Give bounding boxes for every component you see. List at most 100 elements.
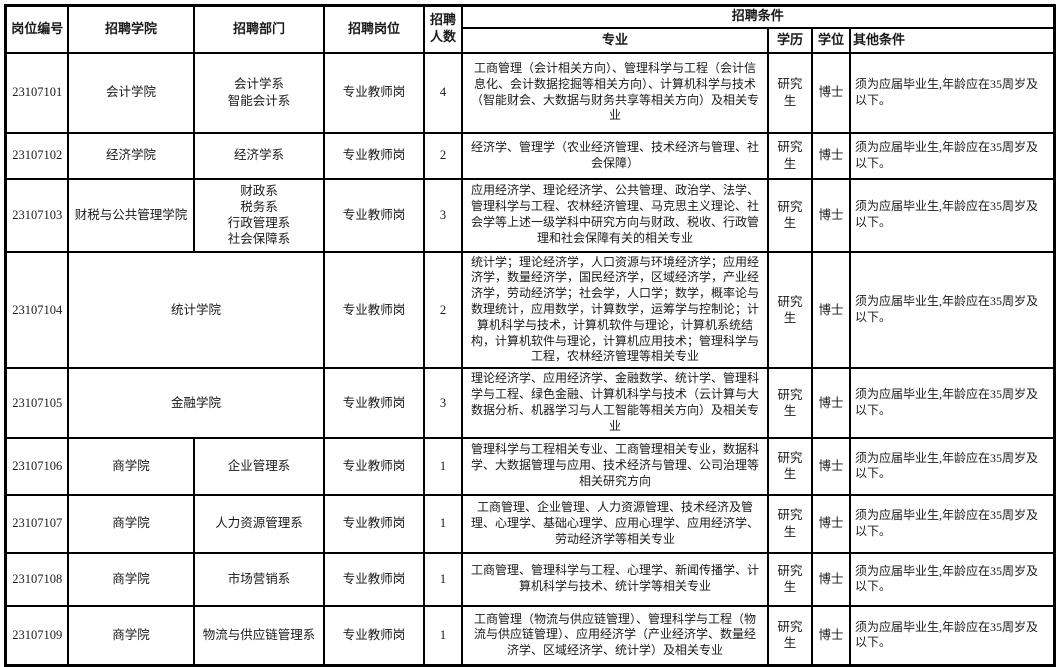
cell-other-conditions: 须为应届毕业生,年龄应在35周岁及以下。 bbox=[848, 551, 1056, 607]
cell-college-merged: 金融学院 bbox=[66, 367, 325, 439]
cell-major: 管理科学与工程相关专业、工商管理相关专业，数据科学、大数据管理与应用、技术经济与… bbox=[460, 436, 769, 496]
cell-post: 专业教师岗 bbox=[322, 131, 425, 180]
cell-degree: 博士 bbox=[810, 493, 851, 554]
cell-post: 专业教师岗 bbox=[322, 493, 425, 554]
cell-post: 专业教师岗 bbox=[322, 367, 425, 439]
cell-college: 商学院 bbox=[66, 551, 195, 607]
cell-degree: 博士 bbox=[810, 51, 851, 134]
cell-post: 专业教师岗 bbox=[322, 51, 425, 134]
cell-education: 研究生 bbox=[766, 436, 813, 496]
header-college: 招聘学院 bbox=[66, 4, 195, 54]
cell-major: 工商管理、管理科学与工程、心理学、新闻传播学、计算机科学与技术、统计学等相关专业 bbox=[460, 551, 769, 607]
header-degree: 学位 bbox=[810, 26, 851, 54]
cell-count: 4 bbox=[422, 51, 463, 134]
table-header: 岗位编号 招聘学院 招聘部门 招聘岗位 招聘 人数 招聘条件 专业 学历 学位 … bbox=[4, 4, 1056, 54]
cell-other-conditions: 须为应届毕业生,年龄应在35周岁及以下。 bbox=[848, 493, 1056, 554]
recruitment-table: 岗位编号 招聘学院 招聘部门 招聘岗位 招聘 人数 招聘条件 专业 学历 学位 … bbox=[4, 4, 1056, 667]
table-row: 23107103 财税与公共管理学院 财政系 税务系 行政管理系 社会保障系 专业教师… bbox=[4, 177, 1056, 253]
header-conditions: 招聘条件 bbox=[460, 4, 1056, 29]
cell-college: 商学院 bbox=[66, 436, 195, 496]
cell-education: 研究生 bbox=[766, 131, 813, 180]
table-row: 23107107 商学院 人力资源管理系 专业教师岗 1 工商管理、企业管理、人力资源管理… bbox=[4, 493, 1056, 554]
cell-department: 物流与供应链管理系 bbox=[192, 604, 325, 667]
cell-position-id: 23107103 bbox=[4, 177, 69, 253]
cell-department: 市场营销系 bbox=[192, 551, 325, 607]
cell-count: 2 bbox=[422, 131, 463, 180]
table-row: 23107109 商学院 物流与供应链管理系 专业教师岗 1 工商管理（物流与供应链管理）… bbox=[4, 604, 1056, 667]
table-row: 23107102 经济学院 经济学系 专业教师岗 2 经济学、管理学（农业经济管理、技术经… bbox=[4, 131, 1056, 180]
cell-college: 财税与公共管理学院 bbox=[66, 177, 195, 253]
cell-department: 企业管理系 bbox=[192, 436, 325, 496]
cell-department: 人力资源管理系 bbox=[192, 493, 325, 554]
cell-count: 1 bbox=[422, 436, 463, 496]
cell-post: 专业教师岗 bbox=[322, 177, 425, 253]
header-position-id: 岗位编号 bbox=[4, 4, 69, 54]
cell-position-id: 23107106 bbox=[4, 436, 69, 496]
cell-college: 会计学院 bbox=[66, 51, 195, 134]
cell-other-conditions: 须为应届毕业生,年龄应在35周岁及以下。 bbox=[848, 367, 1056, 439]
cell-education: 研究生 bbox=[766, 51, 813, 134]
header-education: 学历 bbox=[766, 26, 813, 54]
header-count: 招聘 人数 bbox=[422, 4, 463, 54]
cell-count: 1 bbox=[422, 604, 463, 667]
cell-education: 研究生 bbox=[766, 493, 813, 554]
cell-department: 会计学系 智能会计系 bbox=[192, 51, 325, 134]
header-major: 专业 bbox=[460, 26, 769, 54]
cell-other-conditions: 须为应届毕业生,年龄应在35周岁及以下。 bbox=[848, 604, 1056, 667]
cell-degree: 博士 bbox=[810, 177, 851, 253]
table-row: 23107105 金融学院 专业教师岗 3 理论经济学、应用经济学、金融数学、统计学、管… bbox=[4, 367, 1056, 439]
cell-education: 研究生 bbox=[766, 250, 813, 370]
cell-count: 1 bbox=[422, 551, 463, 607]
cell-post: 专业教师岗 bbox=[322, 604, 425, 667]
table-row: 23107104 统计学院 专业教师岗 2 统计学；理论经济学，人口资源与环境经济学；应… bbox=[4, 250, 1056, 370]
cell-other-conditions: 须为应届毕业生,年龄应在35周岁及以下。 bbox=[848, 436, 1056, 496]
table-row: 23107108 商学院 市场营销系 专业教师岗 1 工商管理、管理科学与工程、心理学、新… bbox=[4, 551, 1056, 607]
table-body: 23107101 会计学院 会计学系 智能会计系 专业教师岗 4 工商管理（会计相关方向）… bbox=[4, 51, 1056, 667]
table-row: 23107106 商学院 企业管理系 专业教师岗 1 管理科学与工程相关专业、工商管理相关… bbox=[4, 436, 1056, 496]
cell-position-id: 23107102 bbox=[4, 131, 69, 180]
cell-college: 商学院 bbox=[66, 604, 195, 667]
cell-education: 研究生 bbox=[766, 367, 813, 439]
cell-degree: 博士 bbox=[810, 131, 851, 180]
cell-post: 专业教师岗 bbox=[322, 551, 425, 607]
cell-major: 应用经济学、理论经济学、公共管理、政治学、法学、管理科学与工程、农林经济管理、马… bbox=[460, 177, 769, 253]
cell-post: 专业教师岗 bbox=[322, 436, 425, 496]
cell-college: 商学院 bbox=[66, 493, 195, 554]
cell-position-id: 23107108 bbox=[4, 551, 69, 607]
cell-position-id: 23107105 bbox=[4, 367, 69, 439]
cell-degree: 博士 bbox=[810, 551, 851, 607]
cell-position-id: 23107109 bbox=[4, 604, 69, 667]
cell-college-merged: 统计学院 bbox=[66, 250, 325, 370]
cell-position-id: 23107107 bbox=[4, 493, 69, 554]
cell-major: 工商管理、企业管理、人力资源管理、技术经济及管理、心理学、基础心理学、应用心理学… bbox=[460, 493, 769, 554]
header-department: 招聘部门 bbox=[192, 4, 325, 54]
cell-major: 经济学、管理学（农业经济管理、技术经济与管理、社会保障） bbox=[460, 131, 769, 180]
cell-degree: 博士 bbox=[810, 604, 851, 667]
cell-education: 研究生 bbox=[766, 604, 813, 667]
cell-position-id: 23107101 bbox=[4, 51, 69, 134]
cell-department: 经济学系 bbox=[192, 131, 325, 180]
cell-degree: 博士 bbox=[810, 436, 851, 496]
header-post: 招聘岗位 bbox=[322, 4, 425, 54]
cell-count: 3 bbox=[422, 367, 463, 439]
table-row: 23107101 会计学院 会计学系 智能会计系 专业教师岗 4 工商管理（会计相关方向）… bbox=[4, 51, 1056, 134]
cell-college: 经济学院 bbox=[66, 131, 195, 180]
cell-other-conditions: 须为应届毕业生,年龄应在35周岁及以下。 bbox=[848, 177, 1056, 253]
cell-major: 工商管理（物流与供应链管理）、管理科学与工程（物流与供应链管理）、应用经济学（产… bbox=[460, 604, 769, 667]
cell-count: 3 bbox=[422, 177, 463, 253]
cell-education: 研究生 bbox=[766, 551, 813, 607]
cell-major: 理论经济学、应用经济学、金融数学、统计学、管理科学与工程、绿色金融、计算机科学与… bbox=[460, 367, 769, 439]
cell-major: 工商管理（会计相关方向）、管理科学与工程（会计信息化、会计数据挖掘等相关方向）、… bbox=[460, 51, 769, 134]
cell-other-conditions: 须为应届毕业生,年龄应在35周岁及以下。 bbox=[848, 250, 1056, 370]
cell-degree: 博士 bbox=[810, 250, 851, 370]
cell-count: 1 bbox=[422, 493, 463, 554]
cell-major: 统计学；理论经济学，人口资源与环境经济学；应用经济学，数量经济学，国民经济学，区… bbox=[460, 250, 769, 370]
cell-position-id: 23107104 bbox=[4, 250, 69, 370]
cell-post: 专业教师岗 bbox=[322, 250, 425, 370]
cell-education: 研究生 bbox=[766, 177, 813, 253]
cell-other-conditions: 须为应届毕业生,年龄应在35周岁及以下。 bbox=[848, 51, 1056, 134]
cell-department: 财政系 税务系 行政管理系 社会保障系 bbox=[192, 177, 325, 253]
cell-degree: 博士 bbox=[810, 367, 851, 439]
header-other: 其他条件 bbox=[848, 26, 1056, 54]
cell-other-conditions: 须为应届毕业生,年龄应在35周岁及以下。 bbox=[848, 131, 1056, 180]
